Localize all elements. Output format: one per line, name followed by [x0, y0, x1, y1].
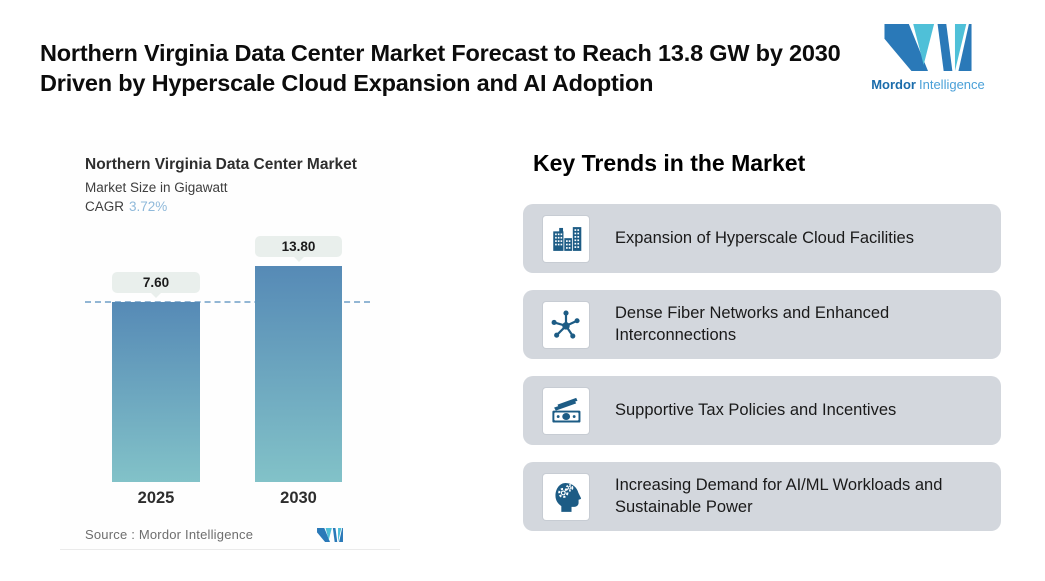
trend-label: Dense Fiber Networks and Enhanced Interc…	[615, 303, 890, 344]
trend-icon-box	[543, 301, 589, 348]
trend-label: Increasing Demand for AI/ML Workloads an…	[615, 475, 943, 516]
ai-head-gears-icon	[555, 482, 582, 512]
x-axis-label-2030: 2030	[280, 489, 317, 507]
market-chart-panel: Northern Virginia Data Center Market Mar…	[60, 140, 400, 550]
brand-block: Mordor Intelligence	[868, 24, 988, 92]
key-trends-section: Key Trends in the Market	[523, 140, 1001, 548]
trend-card-tax: Supportive Tax Policies and Incentives	[523, 376, 1001, 445]
bar-rect-2025	[112, 302, 200, 482]
brand-name-primary: Mordor	[871, 77, 916, 92]
mordor-intelligence-mini-logo-icon	[317, 527, 343, 542]
reference-dashed-line	[85, 301, 370, 303]
bar-value-text: 13.80	[281, 239, 316, 254]
trend-card-hyperscale: Expansion of Hyperscale Cloud Facilities	[523, 204, 1001, 273]
cagr-value: 3.72%	[129, 199, 168, 214]
network-hub-icon	[551, 310, 580, 339]
bar-value-text: 7.60	[142, 275, 170, 290]
bar-group-2025: 7.60 2025	[112, 236, 200, 507]
chart-cagr: CAGR 3.72%	[85, 199, 375, 214]
x-axis-label-2025: 2025	[137, 489, 175, 507]
chart-subtitle: Market Size in Gigawatt	[85, 180, 228, 195]
source-row: Source : Mordor Intelligence	[85, 527, 375, 542]
buildings-icon	[553, 226, 582, 251]
trend-cards: Expansion of Hyperscale Cloud Facilities	[523, 204, 1001, 531]
trend-card-ai-workloads: Increasing Demand for AI/ML Workloads an…	[523, 462, 1001, 531]
mordor-intelligence-logo-icon	[884, 24, 972, 71]
cagr-label: CAGR	[85, 199, 125, 214]
trend-icon-box	[543, 387, 589, 434]
brand-name-secondary: Intelligence	[919, 77, 985, 92]
source-text: Source : Mordor Intelligence	[85, 527, 254, 542]
trend-label: Expansion of Hyperscale Cloud Facilities	[615, 228, 914, 247]
page-title: Northern Virginia Data Center Market For…	[40, 39, 841, 97]
trend-card-fiber: Dense Fiber Networks and Enhanced Interc…	[523, 290, 1001, 359]
bar-value-label-2025: 7.60	[112, 272, 200, 293]
key-trends-heading: Key Trends in the Market	[533, 150, 806, 176]
bar-rect-2030	[255, 266, 342, 482]
bar-chart-plot: 7.60 2025 13.80 2030	[85, 236, 375, 507]
bar-value-label-2030: 13.80	[255, 236, 342, 257]
brand-name: Mordor Intelligence	[871, 77, 985, 92]
banknotes-icon	[552, 397, 581, 422]
chart-title: Northern Virginia Data Center Market	[85, 156, 357, 173]
trend-icon-box	[543, 473, 589, 520]
trend-icon-box	[543, 215, 589, 262]
bar-group-2030: 13.80 2030	[255, 236, 342, 507]
trend-label: Supportive Tax Policies and Incentives	[615, 400, 897, 419]
